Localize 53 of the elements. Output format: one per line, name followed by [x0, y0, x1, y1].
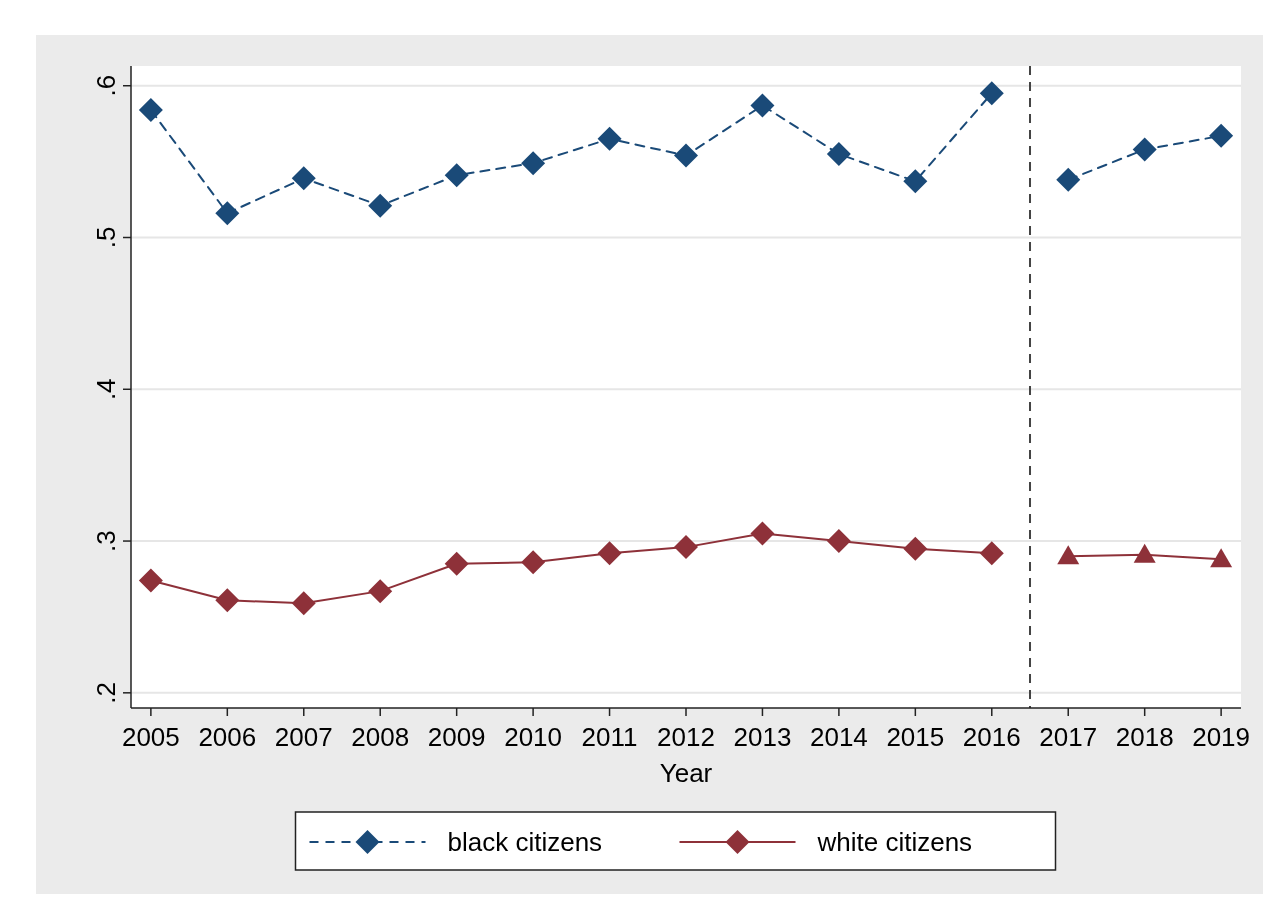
point	[903, 169, 928, 194]
x-tick-label: 2018	[1115, 722, 1174, 752]
x-tick-label: 2013	[733, 722, 792, 752]
point	[368, 193, 393, 218]
point	[215, 201, 240, 226]
point	[521, 151, 546, 176]
x-tick-label: 2015	[886, 722, 945, 752]
point	[291, 591, 316, 616]
point	[903, 536, 928, 561]
y-tick-label: .6	[91, 74, 121, 97]
y-tick-label: .5	[91, 226, 121, 249]
point	[291, 166, 316, 191]
point	[368, 579, 393, 604]
point	[521, 550, 546, 575]
point	[597, 541, 622, 566]
legend-label: black citizens	[447, 827, 603, 857]
y-tick-label: .4	[91, 378, 121, 401]
point	[826, 142, 851, 167]
x-tick-label: 2006	[198, 722, 257, 752]
x-tick-label: 2008	[351, 722, 410, 752]
point	[138, 98, 163, 123]
point	[979, 541, 1004, 566]
x-tick-label: 2017	[1039, 722, 1098, 752]
point	[1057, 545, 1080, 565]
point	[674, 535, 698, 560]
x-axis-title: Year	[659, 758, 713, 788]
point	[1133, 543, 1156, 563]
x-tick-label: 2012	[657, 722, 715, 752]
point	[138, 568, 163, 593]
x-tick-label: 2009	[427, 722, 486, 752]
x-tick-label: 2014	[809, 722, 868, 752]
point	[597, 126, 622, 151]
x-tick-label: 2010	[504, 722, 563, 752]
point	[674, 143, 698, 168]
point	[826, 529, 851, 554]
x-tick-label: 2007	[274, 722, 333, 752]
point	[444, 551, 469, 576]
point	[979, 81, 1004, 106]
point	[1132, 137, 1157, 162]
x-tick-label: 2005	[121, 722, 180, 752]
x-tick-label: 2016	[962, 722, 1021, 752]
x-tick-label: 2011	[581, 722, 638, 752]
point	[1210, 548, 1233, 568]
x-tick-label: 2019	[1192, 722, 1251, 752]
point	[750, 93, 775, 118]
legend-label: white citizens	[816, 827, 973, 857]
point	[1209, 123, 1234, 148]
point	[1056, 167, 1081, 192]
y-tick-label: .3	[91, 530, 121, 552]
point	[215, 588, 240, 613]
point	[750, 521, 775, 546]
y-tick-label: .2	[91, 681, 121, 704]
point	[444, 163, 469, 188]
